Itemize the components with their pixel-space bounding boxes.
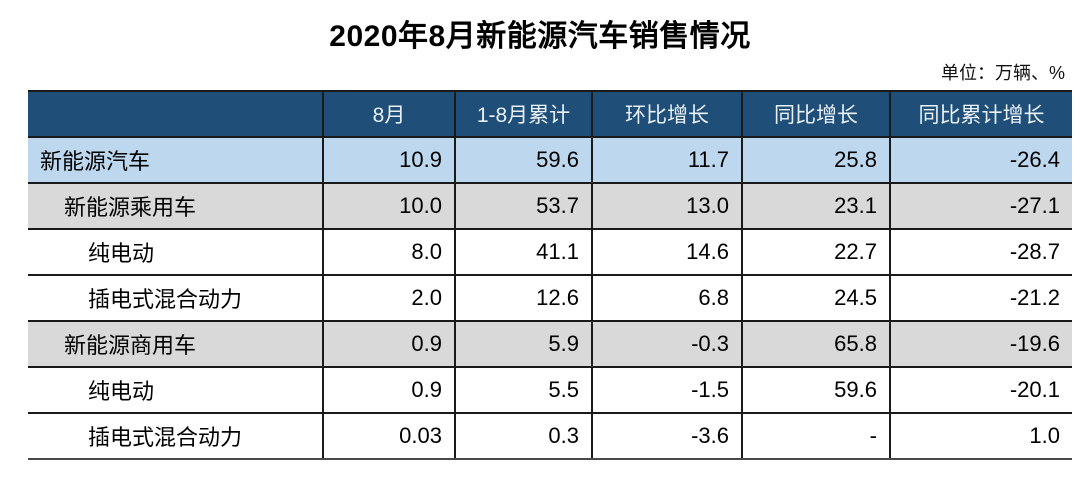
table-row-nev-passenger: 新能源乘用车 10.0 53.7 13.0 23.1 -27.1 bbox=[28, 183, 1072, 230]
table-cell: -20.1 bbox=[889, 367, 1072, 414]
table-cell: -28.7 bbox=[889, 229, 1072, 276]
table-row-passenger-bev: 纯电动 8.0 41.1 14.6 22.7 -28.7 bbox=[28, 229, 1072, 276]
table-cell: - bbox=[741, 413, 890, 460]
row-label: 插电式混合动力 bbox=[28, 413, 323, 460]
column-header-label bbox=[28, 91, 323, 138]
table-cell: 25.8 bbox=[741, 137, 890, 184]
row-label: 插电式混合动力 bbox=[28, 275, 323, 322]
table-cell: 10.0 bbox=[322, 183, 455, 230]
table-cell: -1.5 bbox=[591, 367, 742, 414]
table-cell: 59.6 bbox=[454, 137, 592, 184]
table-row-passenger-phev: 插电式混合动力 2.0 12.6 6.8 24.5 -21.2 bbox=[28, 275, 1072, 322]
table-cell: -19.6 bbox=[889, 321, 1072, 368]
column-header-yoy-growth: 同比增长 bbox=[741, 91, 890, 138]
table-row-commercial-phev: 插电式混合动力 0.03 0.3 -3.6 - 1.0 bbox=[28, 413, 1072, 460]
unit-note: 单位：万辆、% bbox=[940, 63, 1065, 83]
table-cell: -26.4 bbox=[889, 137, 1072, 184]
table-cell: 0.3 bbox=[454, 413, 592, 460]
column-header-yoy-cumulative-growth: 同比累计增长 bbox=[889, 91, 1072, 138]
table-cell: 14.6 bbox=[591, 229, 742, 276]
table-row-nev-total: 新能源汽车 10.9 59.6 11.7 25.8 -26.4 bbox=[28, 137, 1072, 184]
table-cell: 22.7 bbox=[741, 229, 890, 276]
row-label: 新能源商用车 bbox=[28, 321, 323, 368]
table-row-nev-commercial: 新能源商用车 0.9 5.9 -0.3 65.8 -19.6 bbox=[28, 321, 1072, 368]
row-label: 新能源乘用车 bbox=[28, 183, 323, 230]
table-cell: 24.5 bbox=[741, 275, 890, 322]
table-cell: -21.2 bbox=[889, 275, 1072, 322]
column-header-mom-growth: 环比增长 bbox=[591, 91, 742, 138]
header-row: 8月 1-8月累计 环比增长 同比增长 同比累计增长 bbox=[28, 91, 1072, 138]
table-cell: 2.0 bbox=[322, 275, 455, 322]
row-label: 纯电动 bbox=[28, 229, 323, 276]
table-cell: -3.6 bbox=[591, 413, 742, 460]
table-cell: 1.0 bbox=[889, 413, 1072, 460]
table-row-commercial-bev: 纯电动 0.9 5.5 -1.5 59.6 -20.1 bbox=[28, 367, 1072, 414]
table-cell: 23.1 bbox=[741, 183, 890, 230]
column-header-august: 8月 bbox=[322, 91, 455, 138]
table-cell: 59.6 bbox=[741, 367, 890, 414]
row-label: 纯电动 bbox=[28, 367, 323, 414]
table-cell: 6.8 bbox=[591, 275, 742, 322]
table-cell: 0.9 bbox=[322, 367, 455, 414]
table-cell: 5.5 bbox=[454, 367, 592, 414]
table-cell: -27.1 bbox=[889, 183, 1072, 230]
table-cell: 0.9 bbox=[322, 321, 455, 368]
table-cell: 0.03 bbox=[322, 413, 455, 460]
table-cell: 11.7 bbox=[591, 137, 742, 184]
table-cell: 5.9 bbox=[454, 321, 592, 368]
table-cell: 65.8 bbox=[741, 321, 890, 368]
table-cell: 12.6 bbox=[454, 275, 592, 322]
chart-title: 2020年8月新能源汽车销售情况 bbox=[329, 20, 751, 53]
table-cell: -0.3 bbox=[591, 321, 742, 368]
table-cell: 8.0 bbox=[322, 229, 455, 276]
table-cell: 53.7 bbox=[454, 183, 592, 230]
sales-table: 8月 1-8月累计 环比增长 同比增长 同比累计增长 新能源汽车 10.9 59… bbox=[28, 90, 1072, 460]
table-cell: 10.9 bbox=[322, 137, 455, 184]
table-cell: 13.0 bbox=[591, 183, 742, 230]
column-header-cumulative: 1-8月累计 bbox=[454, 91, 592, 138]
row-label: 新能源汽车 bbox=[28, 137, 323, 184]
table-cell: 41.1 bbox=[454, 229, 592, 276]
